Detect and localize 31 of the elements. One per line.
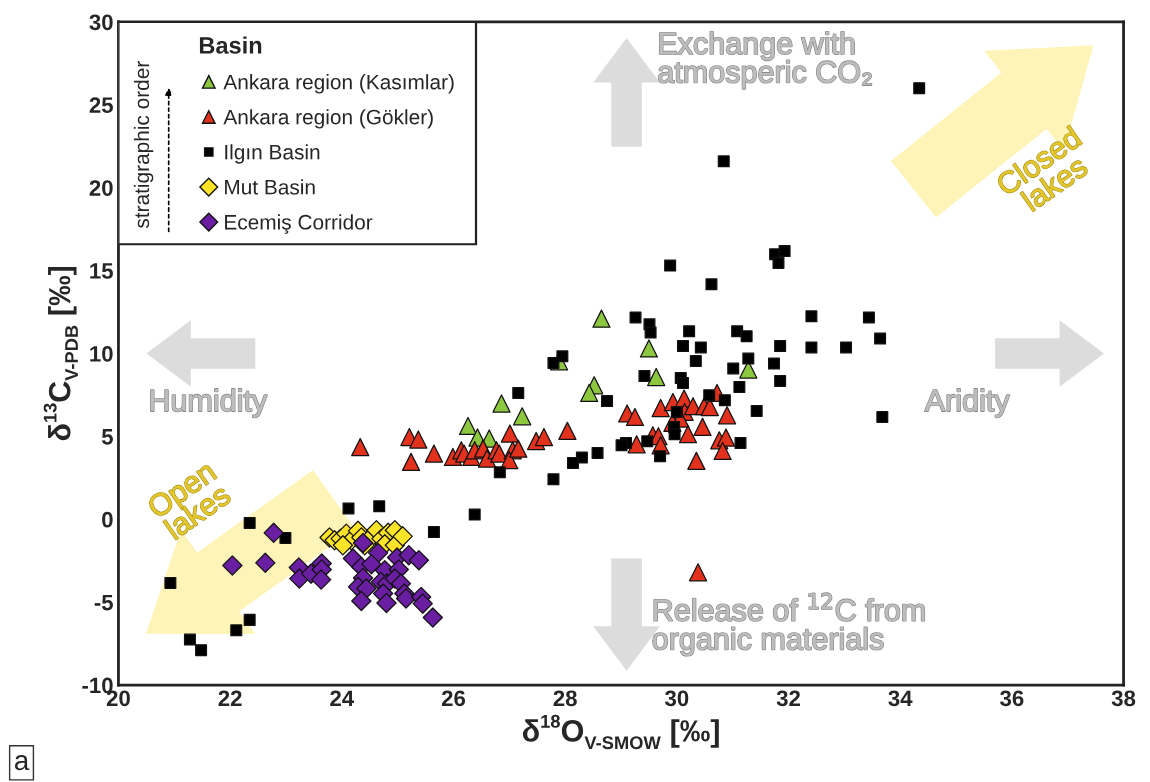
x-tick-label: 38 [1111, 690, 1136, 707]
legend-label: Ilgın Basin [225, 144, 320, 164]
y-tick-label: 5 [101, 429, 113, 445]
legend-title: Basin [199, 36, 262, 54]
y-tick-label: 15 [90, 263, 113, 279]
annotation: Release of $^{12}$C from organic materials [653, 593, 925, 656]
y-tick-label: 0 [102, 511, 113, 528]
legend-label: Ankara region (Kasımlar) [223, 74, 454, 94]
legend-label: Mut Basin [225, 179, 315, 195]
annotation: stratigraphic order [133, 61, 154, 229]
x-tick-label: 34 [888, 690, 913, 707]
x-tick-label: 32 [776, 690, 800, 707]
y-tick-label: 20 [89, 180, 113, 196]
text: a [14, 755, 30, 771]
x-tick-label: 28 [553, 690, 577, 707]
annotation: Humidity [150, 388, 268, 418]
x-tick-label: 24 [330, 690, 355, 706]
annotation: Aridity [924, 388, 1010, 418]
legend-label: Ecemiş Corridor [225, 214, 373, 234]
x-tick-label: 36 [1000, 690, 1024, 707]
y-tick-label: 25 [89, 97, 113, 114]
y-tick-label: 10 [90, 346, 113, 362]
y-tick-label: 30 [89, 14, 113, 31]
x-tick-label: 22 [218, 690, 242, 706]
legend-label: Ankara region (Gökler) [223, 109, 433, 129]
x-tick-label: 26 [441, 690, 466, 707]
x-tick-label: 30 [664, 690, 689, 707]
y-axis-title: δ13CV-PDB [‰] [43, 266, 78, 441]
annotation: Exchange with atmosperic CO₂ [658, 31, 872, 89]
y-tick-label: -5 [94, 594, 113, 611]
annotation: Open lakes [146, 460, 232, 540]
